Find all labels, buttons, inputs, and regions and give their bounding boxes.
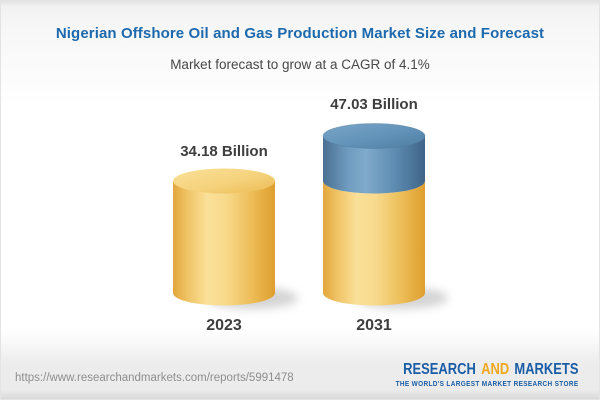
bar-2023-top: [173, 168, 275, 194]
research-and-markets-logo: RESEARCH AND MARKETS THE WORLD'S LARGEST…: [362, 361, 578, 389]
source-url: https://www.researchandmarkets.com/repor…: [15, 372, 294, 384]
category-label-2031: 2031: [356, 317, 392, 334]
bar-2031-cylinder: [322, 123, 426, 306]
chart-subtitle: Market forecast to grow at a CAGR of 4.1…: [170, 57, 430, 72]
logo-wordmark: RESEARCH AND MARKETS: [403, 361, 578, 378]
chart-title: Nigerian Offshore Oil and Gas Production…: [55, 25, 545, 42]
logo-word-research: RESEARCH: [402, 361, 476, 378]
logo-tagline: THE WORLD'S LARGEST MARKET RESEARCH STOR…: [395, 379, 578, 388]
bar-2023-cylinder: [173, 168, 275, 306]
bar-2031-base-segment: [323, 181, 425, 306]
logo-word-and: AND: [480, 361, 509, 378]
bar-2031-forecast-segment: [323, 136, 425, 194]
value-label-2031: 47.03 Billion: [330, 96, 418, 113]
bar-2031-top: [322, 123, 426, 149]
category-label-2023: 2023: [206, 317, 242, 334]
bar-2023-body: [173, 181, 275, 306]
value-label-2023: 34.18 Billion: [180, 143, 268, 160]
logo-word-markets: MARKETS: [513, 361, 578, 378]
